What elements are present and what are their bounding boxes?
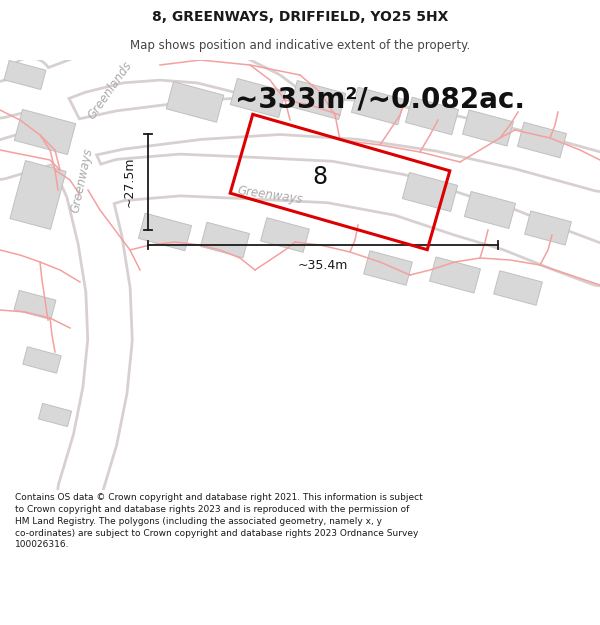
Polygon shape <box>352 88 404 125</box>
Polygon shape <box>524 211 571 245</box>
Polygon shape <box>463 110 514 146</box>
Polygon shape <box>230 79 286 118</box>
Polygon shape <box>200 222 250 258</box>
Polygon shape <box>518 122 566 158</box>
Text: 8, GREENWAYS, DRIFFIELD, YO25 5HX: 8, GREENWAYS, DRIFFIELD, YO25 5HX <box>152 10 448 24</box>
Polygon shape <box>406 98 458 135</box>
Polygon shape <box>260 217 310 252</box>
Polygon shape <box>4 61 46 89</box>
Polygon shape <box>10 161 66 229</box>
Polygon shape <box>38 403 71 427</box>
Text: 8: 8 <box>313 165 328 189</box>
Polygon shape <box>403 173 458 211</box>
Text: ~27.5m: ~27.5m <box>123 157 136 208</box>
Polygon shape <box>139 213 191 251</box>
Text: Greenways: Greenways <box>69 146 95 214</box>
Polygon shape <box>364 251 412 285</box>
Polygon shape <box>23 347 61 373</box>
Text: ~333m²/~0.082ac.: ~333m²/~0.082ac. <box>235 86 525 114</box>
Text: ~35.4m: ~35.4m <box>298 259 348 272</box>
Text: Map shows position and indicative extent of the property.: Map shows position and indicative extent… <box>130 39 470 51</box>
Polygon shape <box>430 257 481 293</box>
Polygon shape <box>494 271 542 305</box>
Polygon shape <box>464 191 515 229</box>
Text: Contains OS data © Crown copyright and database right 2021. This information is : Contains OS data © Crown copyright and d… <box>15 493 423 549</box>
Text: Greenlands: Greenlands <box>85 59 135 121</box>
Polygon shape <box>290 81 346 119</box>
Text: Greenways: Greenways <box>236 184 304 206</box>
Polygon shape <box>14 291 56 319</box>
Polygon shape <box>14 109 76 154</box>
Polygon shape <box>166 82 224 122</box>
